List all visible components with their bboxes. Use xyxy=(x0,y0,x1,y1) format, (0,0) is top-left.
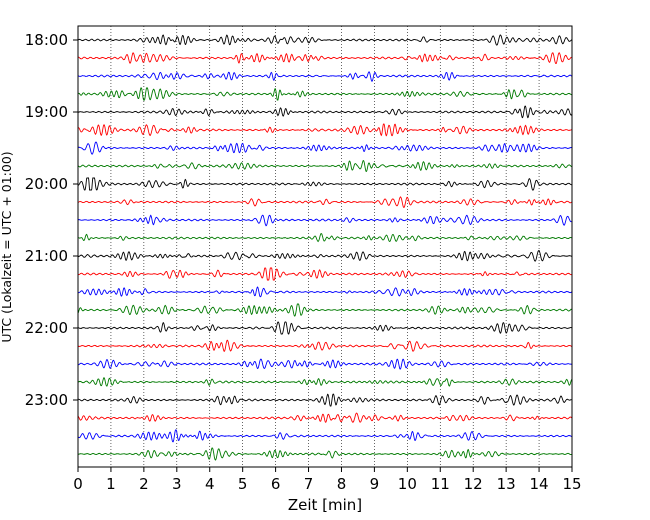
x-axis-label: Zeit [min] xyxy=(288,496,362,514)
seismogram-trace xyxy=(77,34,573,46)
x-tick-label: 4 xyxy=(205,475,215,493)
seismogram-trace xyxy=(77,286,573,298)
seismogram-trace xyxy=(77,214,573,227)
seismogram-trace xyxy=(77,196,573,209)
x-tick-label: 1 xyxy=(106,475,116,493)
x-tick-label: 7 xyxy=(304,475,314,493)
x-tick-label: 9 xyxy=(370,475,380,493)
x-tick-label: 10 xyxy=(398,475,417,493)
seismogram-trace xyxy=(77,177,573,191)
seismogram-trace xyxy=(77,250,573,262)
plot-background xyxy=(78,26,572,467)
y-tick-label: 23:00 xyxy=(25,391,68,409)
x-tick-label: 13 xyxy=(497,475,516,493)
seismogram-trace xyxy=(77,71,573,82)
y-tick-label: 21:00 xyxy=(25,247,68,265)
x-tick-label: 11 xyxy=(431,475,450,493)
seismogram-trace xyxy=(77,321,573,335)
x-tick-label: 6 xyxy=(271,475,281,493)
seismogram-trace xyxy=(77,303,573,317)
x-tick-label: 3 xyxy=(172,475,182,493)
seismogram-trace xyxy=(77,52,573,65)
y-tick-label: 18:00 xyxy=(25,31,68,49)
seismogram-trace xyxy=(77,159,573,172)
y-axis-label: UTC (Lokalzeit = UTC + 01:00) xyxy=(0,151,14,342)
y-axis-ticks: 18:00 19:00 20:00 21:00 22:00 23:00 xyxy=(25,31,78,409)
seismogram-traces xyxy=(77,34,573,461)
seismogram-trace xyxy=(77,87,573,101)
seismogram-trace xyxy=(77,447,573,461)
plot-frame xyxy=(77,25,573,468)
seismogram-trace xyxy=(77,429,572,443)
x-axis-ticks: 0 1 2 3 4 5 6 7 8 9 10 11 12 13 14 15 xyxy=(73,467,582,493)
x-tick-label: 14 xyxy=(530,475,549,493)
x-tick-label: 8 xyxy=(337,475,347,493)
y-tick-label: 20:00 xyxy=(25,175,68,193)
seismogram-trace xyxy=(77,377,573,387)
seismogram-trace xyxy=(77,105,573,119)
seismogram-trace xyxy=(77,141,573,155)
y-tick-label: 22:00 xyxy=(25,319,68,337)
seismogram-trace xyxy=(77,358,573,370)
y-tick-label: 19:00 xyxy=(25,103,68,121)
seismogram-trace xyxy=(77,412,573,423)
x-tick-label: 5 xyxy=(238,475,248,493)
x-tick-label: 2 xyxy=(139,475,149,493)
seismogram-trace xyxy=(77,123,573,137)
x-tick-label: 12 xyxy=(464,475,483,493)
x-tick-label: 0 xyxy=(73,475,83,493)
seismogram-trace xyxy=(77,339,573,352)
seismogram-trace xyxy=(77,267,573,281)
x-tick-label: 15 xyxy=(562,475,581,493)
seismogram-trace xyxy=(77,393,573,407)
seismogram-trace xyxy=(77,232,573,243)
